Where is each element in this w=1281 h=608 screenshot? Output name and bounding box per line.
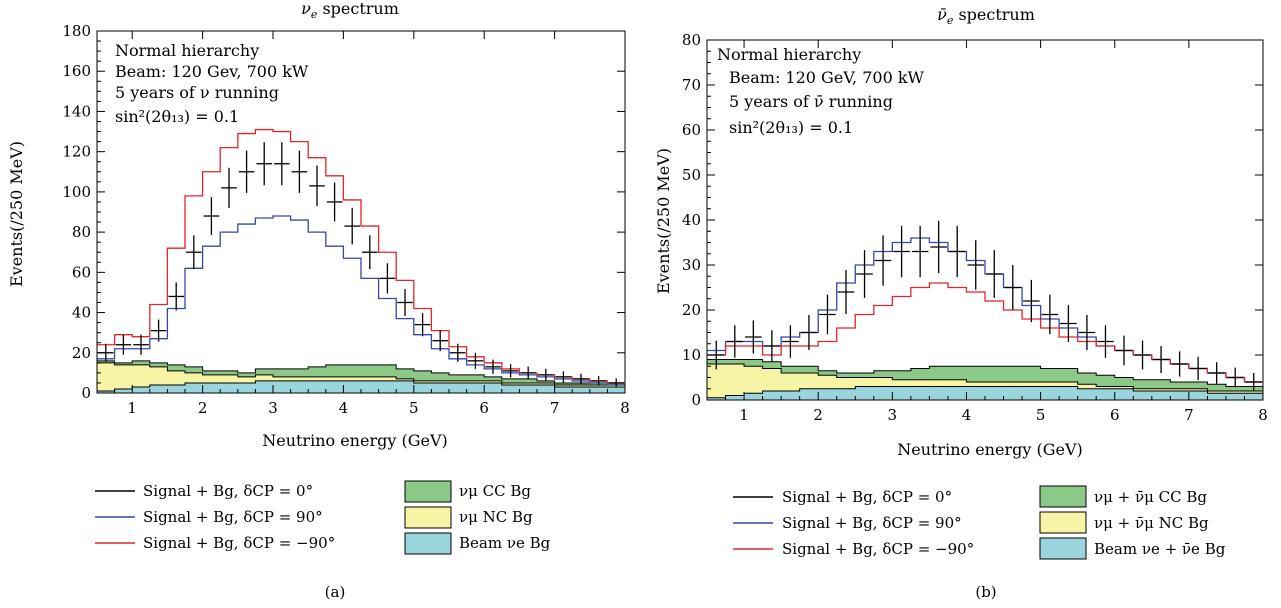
legend-label-2-a: Signal + Bg, δCP = −90° bbox=[143, 534, 335, 552]
legend-box-cc-a bbox=[404, 480, 452, 503]
stack-edge-2-b bbox=[707, 386, 1263, 399]
step-line-dcpm90-a bbox=[97, 128, 625, 384]
stack-cc-a bbox=[97, 360, 625, 385]
annotation-b: Normal hierarchy Beam: 120 GeV, 700 kW 5… bbox=[717, 45, 925, 137]
x-tick-label-7-a: 7 bbox=[550, 399, 560, 417]
annot-hierarchy-a: Normal hierarchy bbox=[115, 41, 259, 60]
y-tick-label-60-a: 60 bbox=[72, 263, 91, 281]
y-tick-label-80-b: 80 bbox=[682, 31, 701, 49]
y-tick-label-20-b: 20 bbox=[682, 301, 701, 319]
y-tick-label-30-b: 30 bbox=[682, 256, 701, 274]
y-axis-label-a: Events(/250 MeV) bbox=[7, 141, 26, 287]
legend-a: Signal + Bg, δCP = 0° Signal + Bg, δCP =… bbox=[95, 480, 551, 555]
x-tick-label-3-b: 3 bbox=[888, 406, 898, 424]
y-tick-label-20-a: 20 bbox=[72, 344, 91, 362]
x-tick-label-8-a: 8 bbox=[620, 399, 630, 417]
y-axis-label-b: Events(/250 MeV) bbox=[654, 148, 673, 294]
stack-cc-b bbox=[707, 359, 1263, 391]
title-b: ν̄e spectrum bbox=[937, 5, 1035, 27]
background-stack-a bbox=[97, 360, 625, 393]
stack-edge-0-a bbox=[97, 360, 625, 384]
legend-box-label-cc-a: νμ CC Bg bbox=[459, 482, 531, 500]
legend-box-nc-a bbox=[404, 506, 452, 529]
step-line-dcp90-a bbox=[97, 215, 625, 386]
step-line-dcpm90-b bbox=[707, 282, 1263, 383]
x-tick-label-5-b: 5 bbox=[1036, 406, 1046, 424]
x-tick-label-6-b: 6 bbox=[1110, 406, 1120, 424]
panel-label-a: (a) bbox=[325, 583, 346, 601]
y-tick-label-60-b: 60 bbox=[682, 121, 701, 139]
annot-running-a: 5 years of ν running bbox=[115, 83, 279, 102]
data-points-a bbox=[98, 142, 624, 388]
legend-box-label-nc-a: νμ NC Bg bbox=[459, 508, 533, 526]
x-tick-label-2-a: 2 bbox=[198, 399, 208, 417]
y-tick-label-140-a: 140 bbox=[62, 102, 91, 120]
stack-edge-2-a bbox=[97, 380, 625, 392]
legend-label-1-a: Signal + Bg, δCP = 90° bbox=[143, 508, 323, 526]
stack-beam-a bbox=[97, 380, 625, 393]
legend-box-cc-b bbox=[1039, 485, 1087, 508]
x-tick-label-1-b: 1 bbox=[739, 406, 749, 424]
legend-box-nc-b bbox=[1039, 511, 1087, 534]
y-tick-label-180-a: 180 bbox=[62, 22, 91, 40]
x-axis-label-a: Neutrino energy (GeV) bbox=[262, 431, 448, 450]
x-tick-label-5-a: 5 bbox=[409, 399, 419, 417]
stack-edge-0-b bbox=[707, 359, 1263, 387]
x-axis-label-b: Neutrino energy (GeV) bbox=[897, 440, 1083, 459]
x-tick-label-1-a: 1 bbox=[127, 399, 137, 417]
x-tick-label-4-b: 4 bbox=[962, 406, 972, 424]
y-tick-label-40-b: 40 bbox=[682, 211, 701, 229]
annot-beam-a: Beam: 120 Gev, 700 kW bbox=[115, 62, 309, 81]
x-tick-label-8-b: 8 bbox=[1258, 406, 1268, 424]
panel-label-b: (b) bbox=[975, 583, 996, 601]
annot-theta-b: sin²(2θ₁₃) = 0.1 bbox=[729, 118, 853, 137]
y-tick-label-80-a: 80 bbox=[72, 223, 91, 241]
panel-a: νe spectrum 1 2 3 4 5 6 7 802040608010012014016… bbox=[7, 0, 630, 601]
x-tick-label-7-b: 7 bbox=[1184, 406, 1194, 424]
y-tick-label-0-b: 0 bbox=[691, 391, 701, 409]
title-a: νe spectrum bbox=[301, 0, 399, 21]
legend-box-label-beam-a: Beam νe Bg bbox=[459, 534, 551, 552]
data-points-b bbox=[708, 220, 1262, 391]
annot-theta-a: sin²(2θ₁₃) = 0.1 bbox=[115, 107, 239, 126]
legend-label-2-b: Signal + Bg, δCP = −90° bbox=[782, 540, 974, 558]
x-tick-label-2-b: 2 bbox=[813, 406, 823, 424]
x-tick-label-3-a: 3 bbox=[268, 399, 278, 417]
legend-box-label-cc-b: νμ + ν̄μ CC Bg bbox=[1094, 488, 1207, 506]
legend-box-beam-a bbox=[404, 532, 452, 555]
background-stack-b bbox=[707, 359, 1263, 400]
legend-label-0-b: Signal + Bg, δCP = 0° bbox=[782, 488, 952, 506]
annot-running-b: 5 years of ν̄ running bbox=[729, 92, 893, 111]
legend-box-beam-b bbox=[1039, 537, 1087, 560]
legend-box-label-beam-b: Beam νe + ν̄e Bg bbox=[1094, 540, 1226, 558]
stack-edge-1-b bbox=[707, 363, 1263, 392]
x-tick-label-6-a: 6 bbox=[479, 399, 489, 417]
legend-b: Signal + Bg, δCP = 0° Signal + Bg, δCP =… bbox=[733, 485, 1226, 560]
y-tick-label-160-a: 160 bbox=[62, 62, 91, 80]
y-tick-label-0-a: 0 bbox=[81, 384, 91, 402]
x-tick-label-4-a: 4 bbox=[339, 399, 349, 417]
step-lines-a bbox=[97, 128, 625, 386]
annotation-a: Normal hierarchy Beam: 120 Gev, 700 kW 5… bbox=[115, 41, 309, 126]
stack-beam-b bbox=[707, 386, 1263, 400]
legend-label-0-a: Signal + Bg, δCP = 0° bbox=[143, 482, 313, 500]
y-tick-label-120-a: 120 bbox=[62, 143, 91, 161]
annot-beam-b: Beam: 120 GeV, 700 kW bbox=[729, 68, 925, 87]
annot-hierarchy-b: Normal hierarchy bbox=[717, 45, 861, 64]
y-tick-label-10-b: 10 bbox=[682, 346, 701, 364]
y-tick-label-70-b: 70 bbox=[682, 76, 701, 94]
y-tick-label-100-a: 100 bbox=[62, 183, 91, 201]
legend-label-1-b: Signal + Bg, δCP = 90° bbox=[782, 514, 962, 532]
y-tick-label-40-a: 40 bbox=[72, 304, 91, 322]
legend-box-label-nc-b: νμ + ν̄μ NC Bg bbox=[1094, 514, 1209, 532]
y-tick-label-50-b: 50 bbox=[682, 166, 701, 184]
stack-edge-1-a bbox=[97, 362, 625, 386]
